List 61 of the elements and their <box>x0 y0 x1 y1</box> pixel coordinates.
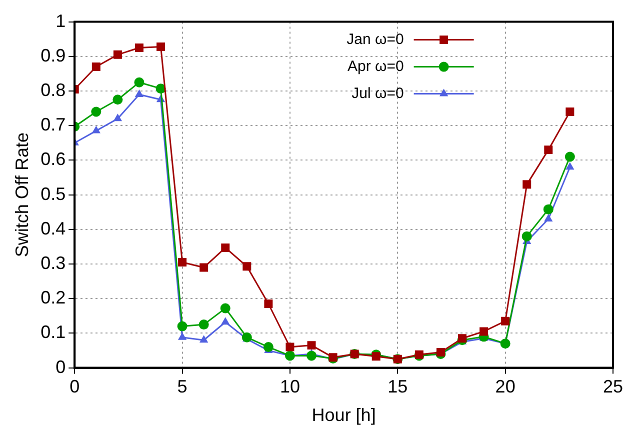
point <box>501 316 510 326</box>
y-tick-label: 0.9 <box>40 45 66 66</box>
y-axis-title: Switch Off Rate <box>12 132 32 258</box>
point <box>156 42 166 51</box>
point <box>220 303 230 314</box>
y-tick-label: 0.5 <box>40 184 66 204</box>
point <box>221 317 230 325</box>
x-tick-label: 20 <box>495 376 516 397</box>
legend-label: Jul ω=0 <box>352 84 404 102</box>
point <box>307 341 316 350</box>
x-tick-label: 0 <box>70 376 80 397</box>
y-tick-label: 0.3 <box>40 252 66 273</box>
point <box>200 335 208 343</box>
legend-label: Apr ω=0 <box>347 58 404 75</box>
point <box>480 327 488 336</box>
point <box>284 350 295 361</box>
point <box>178 332 187 340</box>
point <box>134 77 144 88</box>
point <box>92 126 100 134</box>
y-tick-label: 0.2 <box>40 288 66 308</box>
point <box>566 108 574 116</box>
point <box>178 258 187 267</box>
y-tick-label: 0.4 <box>40 218 66 238</box>
point <box>242 262 252 271</box>
x-tick-label: 5 <box>177 376 188 397</box>
point <box>112 94 123 105</box>
y-tick-label: 0.1 <box>40 322 66 342</box>
x-tick-label: 25 <box>602 376 624 397</box>
point <box>200 263 208 272</box>
point <box>306 350 317 361</box>
point <box>177 321 188 332</box>
x-tick-label: 15 <box>388 376 408 397</box>
point <box>522 231 532 242</box>
y-tick-label: 0.6 <box>40 149 66 170</box>
legend-label: Jan ω=0 <box>346 30 404 48</box>
point <box>458 334 466 343</box>
point <box>92 62 100 72</box>
point <box>544 146 553 154</box>
point <box>113 114 122 122</box>
point <box>544 214 553 222</box>
point <box>198 320 209 330</box>
y-tick-label: 0.8 <box>40 80 66 100</box>
point <box>113 50 122 59</box>
y-tick-label: 0 <box>56 356 66 377</box>
point <box>221 243 230 252</box>
point <box>134 89 144 97</box>
point <box>500 338 510 349</box>
y-tick-label: 1 <box>56 10 66 31</box>
point <box>286 342 294 352</box>
point <box>564 152 575 162</box>
x-tick-label: 10 <box>280 376 300 397</box>
point <box>372 352 380 361</box>
point <box>263 342 274 352</box>
point <box>543 204 554 214</box>
point <box>134 44 144 52</box>
point <box>522 180 532 189</box>
point <box>91 106 102 117</box>
point <box>566 162 574 170</box>
x-axis-title: Hour [h] <box>312 405 376 426</box>
y-tick-label: 0.7 <box>40 114 66 135</box>
point <box>264 300 273 308</box>
